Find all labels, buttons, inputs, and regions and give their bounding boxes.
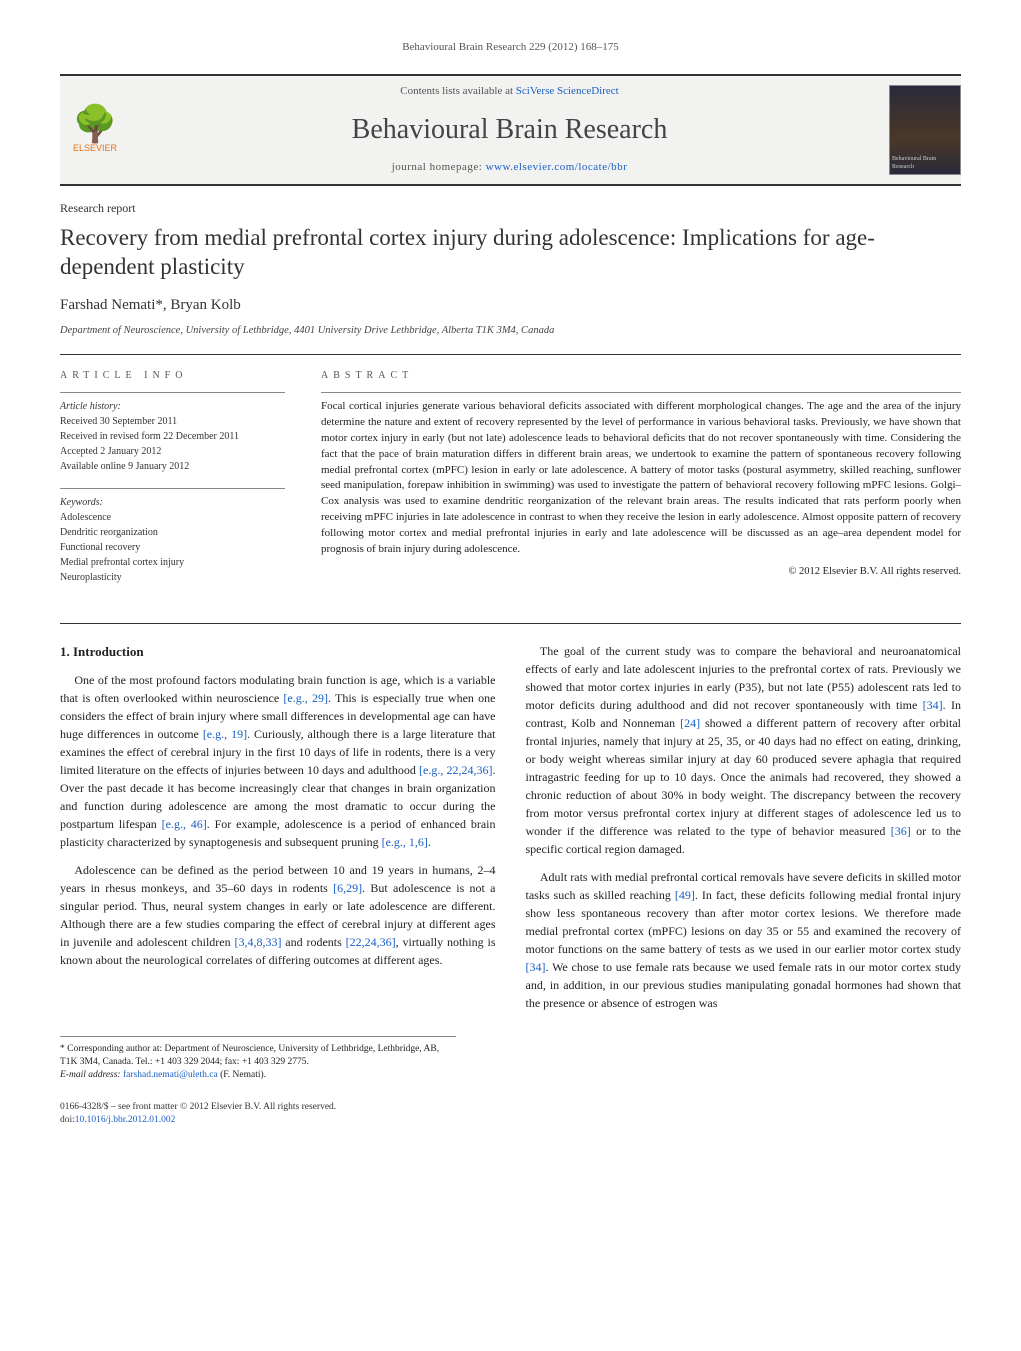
abstract-heading: ABSTRACT [321, 369, 961, 384]
body-text: The goal of the current study was to com… [526, 644, 962, 712]
history-accepted: Accepted 2 January 2012 [60, 444, 285, 459]
citation-link[interactable]: [e.g., 22,24,36] [419, 763, 492, 777]
citation-link[interactable]: [24] [680, 716, 700, 730]
history-online: Available online 9 January 2012 [60, 459, 285, 474]
article-type-label: Research report [60, 200, 961, 217]
paragraph-1: One of the most profound factors modulat… [60, 671, 496, 851]
citation-link[interactable]: [6,29] [333, 881, 362, 895]
email-link[interactable]: farshad.nemati@uleth.ca [123, 1070, 218, 1080]
article-history-block: Article history: Received 30 September 2… [60, 392, 285, 474]
homepage-link[interactable]: www.elsevier.com/locate/bbr [486, 161, 628, 173]
journal-masthead: 🌳 ELSEVIER Contents lists available at S… [60, 74, 961, 186]
citation-link[interactable]: [e.g., 19] [203, 727, 247, 741]
cover-caption: Behavioural Brain Research [892, 155, 958, 172]
contents-line: Contents lists available at SciVerse Sci… [142, 84, 877, 100]
keyword: Functional recovery [60, 540, 285, 555]
contents-prefix: Contents lists available at [400, 85, 515, 97]
footnote-address: * Corresponding author at: Department of… [60, 1043, 456, 1070]
page-footer: 0166-4328/$ – see front matter © 2012 El… [60, 1101, 961, 1129]
journal-cover-thumb: Behavioural Brain Research [889, 85, 961, 175]
info-abstract-row: ARTICLE INFO Article history: Received 3… [60, 369, 961, 599]
history-label: Article history: [60, 399, 285, 414]
citation-link[interactable]: [34] [526, 960, 546, 974]
citation-link[interactable]: [e.g., 1,6] [382, 835, 428, 849]
keyword: Adolescence [60, 510, 285, 525]
email-label: E-mail address: [60, 1070, 123, 1080]
publisher-name: ELSEVIER [73, 142, 117, 155]
citation-link[interactable]: [e.g., 46] [162, 817, 207, 831]
body-two-column: 1. Introduction One of the most profound… [60, 623, 961, 1012]
body-text: and rodents [281, 935, 345, 949]
section-1-heading: 1. Introduction [60, 642, 496, 662]
citation-link[interactable]: [3,4,8,33] [234, 935, 281, 949]
body-text: . We chose to use female rats because we… [526, 960, 962, 1010]
keyword: Dendritic reorganization [60, 525, 285, 540]
abstract-column: ABSTRACT Focal cortical injuries generat… [321, 369, 961, 599]
history-received: Received 30 September 2011 [60, 414, 285, 429]
abstract-text: Focal cortical injuries generate various… [321, 392, 961, 580]
citation-link[interactable]: [49] [675, 888, 695, 902]
article-info-heading: ARTICLE INFO [60, 369, 285, 384]
article-title: Recovery from medial prefrontal cortex i… [60, 224, 961, 282]
author-list: Farshad Nemati*, Bryan Kolb [60, 295, 961, 317]
doi-prefix: doi: [60, 1115, 75, 1125]
email-suffix: (F. Nemati). [218, 1070, 266, 1080]
paragraph-3: The goal of the current study was to com… [526, 642, 962, 858]
citation-link[interactable]: [36] [891, 824, 911, 838]
article-info-column: ARTICLE INFO Article history: Received 3… [60, 369, 285, 599]
affiliation: Department of Neuroscience, University o… [60, 323, 961, 338]
history-revised: Received in revised form 22 December 201… [60, 429, 285, 444]
homepage-line: journal homepage: www.elsevier.com/locat… [142, 160, 877, 176]
corresponding-author-footnote: * Corresponding author at: Department of… [60, 1036, 456, 1083]
paragraph-4: Adult rats with medial prefrontal cortic… [526, 868, 962, 1012]
masthead-center: Contents lists available at SciVerse Sci… [142, 84, 877, 176]
abstract-copyright: © 2012 Elsevier B.V. All rights reserved… [321, 564, 961, 579]
issn-line: 0166-4328/$ – see front matter © 2012 El… [60, 1101, 961, 1115]
body-text: showed a different pattern of recovery a… [526, 716, 962, 838]
doi-link[interactable]: 10.1016/j.bbr.2012.01.002 [75, 1115, 176, 1125]
body-text: . [428, 835, 431, 849]
keywords-label: Keywords: [60, 495, 285, 510]
citation-link[interactable]: [34] [923, 698, 943, 712]
keywords-block: Keywords: Adolescence Dendritic reorgani… [60, 488, 285, 585]
citation-link[interactable]: [22,24,36] [346, 935, 396, 949]
keyword: Medial prefrontal cortex injury [60, 555, 285, 570]
elsevier-logo: 🌳 ELSEVIER [60, 90, 130, 170]
sciencedirect-link[interactable]: SciVerse ScienceDirect [516, 85, 619, 97]
abstract-body: Focal cortical injuries generate various… [321, 400, 961, 555]
homepage-prefix: journal homepage: [392, 161, 486, 173]
citation-link[interactable]: [e.g., 29] [283, 691, 328, 705]
divider [60, 354, 961, 355]
paragraph-2: Adolescence can be defined as the period… [60, 861, 496, 969]
keyword: Neuroplasticity [60, 570, 285, 585]
tree-icon: 🌳 [73, 106, 118, 142]
journal-title: Behavioural Brain Research [142, 110, 877, 151]
running-header: Behavioural Brain Research 229 (2012) 16… [60, 40, 961, 56]
